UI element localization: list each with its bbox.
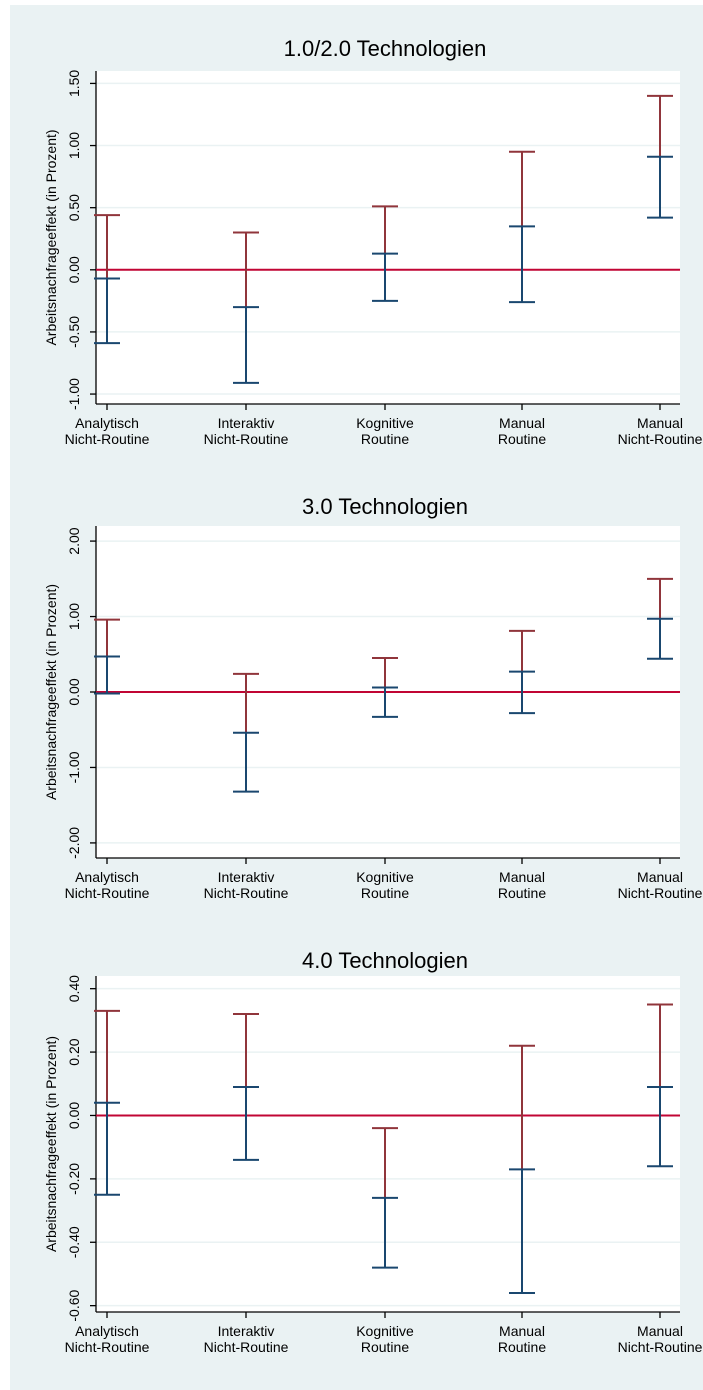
y-axis-label: Arbeitsnachfrageeffekt (in Prozent) [43, 1036, 59, 1252]
chart-panel-3: 4.0 Technologien 0.40 0.20 0.00 -0.20 -0.40 -0… [43, 948, 703, 1355]
x-tick-label: Nicht-Routine [618, 885, 703, 901]
y-tick-label: 1.50 [66, 70, 82, 97]
x-tick-label: Routine [498, 1339, 546, 1355]
y-tick-label: -1.00 [66, 751, 82, 783]
x-tick-label: Nicht-Routine [204, 1339, 289, 1355]
x-tick-label: Routine [361, 885, 409, 901]
y-axis-label: Arbeitsnachfrageeffekt (in Prozent) [43, 129, 59, 345]
x-tick-label: Analytisch [75, 869, 139, 885]
y-tick-label: 0.50 [66, 194, 82, 221]
x-tick-label: Interaktiv [218, 869, 275, 885]
chart-title: 4.0 Technologien [302, 948, 468, 973]
y-tick-label: -0.50 [66, 316, 82, 348]
x-tick-label: Nicht-Routine [65, 1339, 150, 1355]
x-tick-label: Analytisch [75, 1323, 139, 1339]
plot-area [96, 976, 680, 1312]
x-tick-label: Manual [637, 869, 683, 885]
y-tick-label: 0.00 [66, 256, 82, 283]
y-tick-label: 1.00 [66, 603, 82, 630]
y-tick-label: -0.40 [66, 1226, 82, 1258]
x-tick-label: Routine [361, 431, 409, 447]
x-tick-label: Nicht-Routine [65, 885, 150, 901]
x-tick-label: Kognitive [356, 415, 414, 431]
x-tick-label: Nicht-Routine [618, 1339, 703, 1355]
x-tick-label: Manual [499, 1323, 545, 1339]
y-tick-label: -2.00 [66, 827, 82, 859]
x-tick-label: Kognitive [356, 1323, 414, 1339]
x-tick-label: Analytisch [75, 415, 139, 431]
y-tick-label: 1.00 [66, 132, 82, 159]
x-tick-label: Manual [499, 869, 545, 885]
plot-area [96, 71, 680, 404]
x-tick-label: Nicht-Routine [204, 431, 289, 447]
y-tick-label: 0.00 [66, 1102, 82, 1129]
x-tick-label: Manual [637, 1323, 683, 1339]
chart-panel-2: 3.0 Technologien 2.00 1.00 0.00 -1.00 -2.00 Ar… [43, 494, 703, 901]
x-tick-label: Routine [498, 885, 546, 901]
y-tick-label: -1.00 [66, 378, 82, 410]
y-tick-label: -0.20 [66, 1163, 82, 1195]
x-tick-label: Nicht-Routine [618, 431, 703, 447]
y-tick-label: 0.40 [66, 975, 82, 1002]
x-tick-label: Routine [498, 431, 546, 447]
y-tick-label: 0.00 [66, 678, 82, 705]
chart-title: 3.0 Technologien [302, 494, 468, 519]
x-tick-label: Kognitive [356, 869, 414, 885]
x-tick-label: Nicht-Routine [204, 885, 289, 901]
x-tick-label: Routine [361, 1339, 409, 1355]
x-tick-label: Nicht-Routine [65, 431, 150, 447]
y-axis-label: Arbeitsnachfrageeffekt (in Prozent) [43, 584, 59, 800]
y-tick-label: 0.20 [66, 1038, 82, 1065]
chart-panel-1: 1.0/2.0 Technologien 1.50 1.00 0.50 0.00 -0.5… [43, 36, 703, 447]
x-tick-label: Manual [637, 415, 683, 431]
x-tick-label: Interaktiv [218, 415, 275, 431]
x-tick-label: Interaktiv [218, 1323, 275, 1339]
chart-title: 1.0/2.0 Technologien [284, 36, 487, 61]
y-tick-label: -0.60 [66, 1289, 82, 1321]
y-tick-label: 2.00 [66, 527, 82, 554]
x-tick-label: Manual [499, 415, 545, 431]
